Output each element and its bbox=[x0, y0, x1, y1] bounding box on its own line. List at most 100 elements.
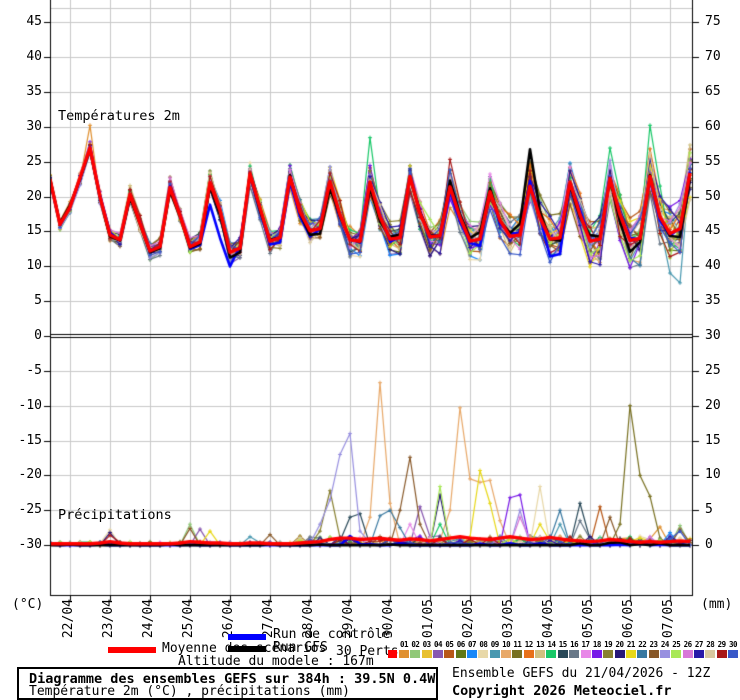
pert-member-swatch bbox=[410, 650, 421, 658]
diagram-title: Diagramme des ensembles GEFS sur 384h : … bbox=[29, 671, 436, 687]
pert-member-number: 10 bbox=[502, 640, 511, 649]
run-info-label: Ensemble GEFS du 21/04/2026 - 12Z bbox=[452, 666, 711, 681]
pert-member-14: 14 bbox=[546, 640, 557, 658]
y-axis-label-left: 10 bbox=[26, 258, 42, 274]
pert-member-10: 10 bbox=[501, 640, 512, 658]
y-axis-label-right: 5 bbox=[705, 502, 713, 518]
y-axis-label-left: 15 bbox=[26, 223, 42, 239]
y-axis-label-left: 25 bbox=[26, 153, 42, 169]
y-axis-label-right: 45 bbox=[705, 223, 721, 239]
pert-member-number: 30 bbox=[728, 640, 738, 649]
legend-mean-swatch bbox=[108, 647, 156, 653]
y-axis-label-left: -25 bbox=[18, 502, 42, 518]
y-axis-label-right: 65 bbox=[705, 84, 721, 100]
pert-member-swatch bbox=[478, 650, 489, 658]
pert-member-28: 28 bbox=[705, 640, 716, 658]
y-axis-label-right: 0 bbox=[705, 537, 713, 553]
info-box: Diagramme des ensembles GEFS sur 384h : … bbox=[17, 667, 438, 700]
pert-member-number: 17 bbox=[581, 640, 590, 649]
pert-member-number: 16 bbox=[570, 640, 579, 649]
pert-member-22: 22 bbox=[637, 640, 648, 658]
x-axis-date-label: 06/05 bbox=[621, 599, 636, 639]
legend-control-label: Run de contrôle bbox=[273, 627, 391, 642]
pert-member-27: 27 bbox=[693, 640, 704, 658]
pert-member-swatch bbox=[591, 650, 602, 658]
pert-member-swatch bbox=[535, 650, 546, 658]
pert-member-29: 29 bbox=[716, 640, 727, 658]
y-axis-label-right: 25 bbox=[705, 362, 721, 378]
pert-member-18: 18 bbox=[591, 640, 602, 658]
x-axis-date-label: 02/05 bbox=[461, 599, 476, 639]
pert-member-number: 02 bbox=[411, 640, 420, 649]
pert-member-number: 26 bbox=[683, 640, 693, 649]
right-axis-unit: (mm) bbox=[701, 597, 733, 612]
pert-member-number: 09 bbox=[490, 640, 500, 649]
y-axis-label-right: 70 bbox=[705, 49, 721, 65]
legend-control-swatch bbox=[228, 634, 266, 640]
y-axis-label-right: 50 bbox=[705, 188, 721, 204]
pert-member-number: 12 bbox=[524, 640, 534, 649]
y-axis-label-right: 30 bbox=[705, 328, 721, 343]
pert-member-number: 01 bbox=[399, 640, 409, 649]
pert-member-06: 06 bbox=[455, 640, 466, 658]
pert-member-30: 30 bbox=[727, 640, 738, 658]
pert-member-number: 19 bbox=[604, 640, 613, 649]
pert-member-number: 06 bbox=[456, 640, 466, 649]
y-axis-label-right: 40 bbox=[705, 258, 721, 274]
pert-member-25: 25 bbox=[671, 640, 682, 658]
pert-member-17: 17 bbox=[580, 640, 591, 658]
pert-member-swatch bbox=[648, 650, 659, 658]
pert-member-swatch bbox=[671, 650, 682, 658]
x-axis-date-label: 07/05 bbox=[661, 599, 676, 639]
pert-member-swatch bbox=[603, 650, 614, 658]
pert-member-number: 28 bbox=[706, 640, 715, 649]
pert-member-number: 11 bbox=[513, 640, 522, 649]
y-axis-label-right: 15 bbox=[705, 432, 721, 448]
pert-member-number: 14 bbox=[547, 640, 556, 649]
precipitation-plot-label: Précipitations bbox=[58, 507, 172, 523]
legend-gfs-swatch bbox=[228, 646, 266, 652]
pert-member-20: 20 bbox=[614, 640, 625, 658]
y-axis-label-right: 20 bbox=[705, 397, 721, 413]
x-axis-date-label: 03/05 bbox=[501, 599, 516, 639]
pert-member-09: 09 bbox=[489, 640, 500, 658]
pert-member-12: 12 bbox=[523, 640, 534, 658]
pert-member-number: 08 bbox=[479, 640, 488, 649]
pert-member-number: 21 bbox=[626, 640, 636, 649]
pert-member-swatch bbox=[399, 650, 409, 658]
y-axis-label-left: -30 bbox=[18, 537, 42, 553]
pert-member-number: 05 bbox=[445, 640, 454, 649]
pert-member-swatch bbox=[637, 650, 648, 658]
pert-member-number: 15 bbox=[558, 640, 568, 649]
pert-member-number: 20 bbox=[615, 640, 625, 649]
y-axis-label-right: 35 bbox=[705, 293, 721, 309]
perts-strip-lead-swatch bbox=[388, 650, 397, 658]
pert-member-swatch bbox=[716, 650, 727, 658]
pert-member-03: 03 bbox=[421, 640, 432, 658]
perts-color-strip: 01 02 03 04 05 06 07 08 09 10 11 12 13 14 15 16 17 18 19 20… bbox=[399, 640, 738, 658]
pert-member-swatch bbox=[614, 650, 625, 658]
x-axis-date-label: 24/04 bbox=[141, 599, 156, 639]
y-axis-label-right: 75 bbox=[705, 14, 721, 30]
pert-member-05: 05 bbox=[444, 640, 455, 658]
pert-member-number: 29 bbox=[717, 640, 727, 649]
temperature-plot-label: Températures 2m bbox=[58, 108, 180, 124]
y-axis-label-right: 10 bbox=[705, 467, 721, 483]
left-axis-unit: (°C) bbox=[12, 597, 44, 612]
pert-member-number: 24 bbox=[660, 640, 670, 649]
y-axis-label-left: -20 bbox=[18, 467, 42, 483]
pert-member-number: 25 bbox=[672, 640, 681, 649]
pert-member-swatch bbox=[727, 650, 738, 658]
y-axis-label-left: 20 bbox=[26, 188, 42, 204]
pert-member-swatch bbox=[705, 650, 716, 658]
pert-member-11: 11 bbox=[512, 640, 523, 658]
pert-member-number: 23 bbox=[649, 640, 659, 649]
altitude-label: Altitude du modele : 167m bbox=[178, 654, 374, 669]
x-axis-date-label: 26/04 bbox=[221, 599, 236, 639]
pert-member-26: 26 bbox=[682, 640, 693, 658]
pert-member-swatch bbox=[557, 650, 568, 658]
pert-member-01: 01 bbox=[399, 640, 409, 658]
diagram-subtitle: Température 2m (°C) , précipitations (mm… bbox=[29, 684, 350, 699]
